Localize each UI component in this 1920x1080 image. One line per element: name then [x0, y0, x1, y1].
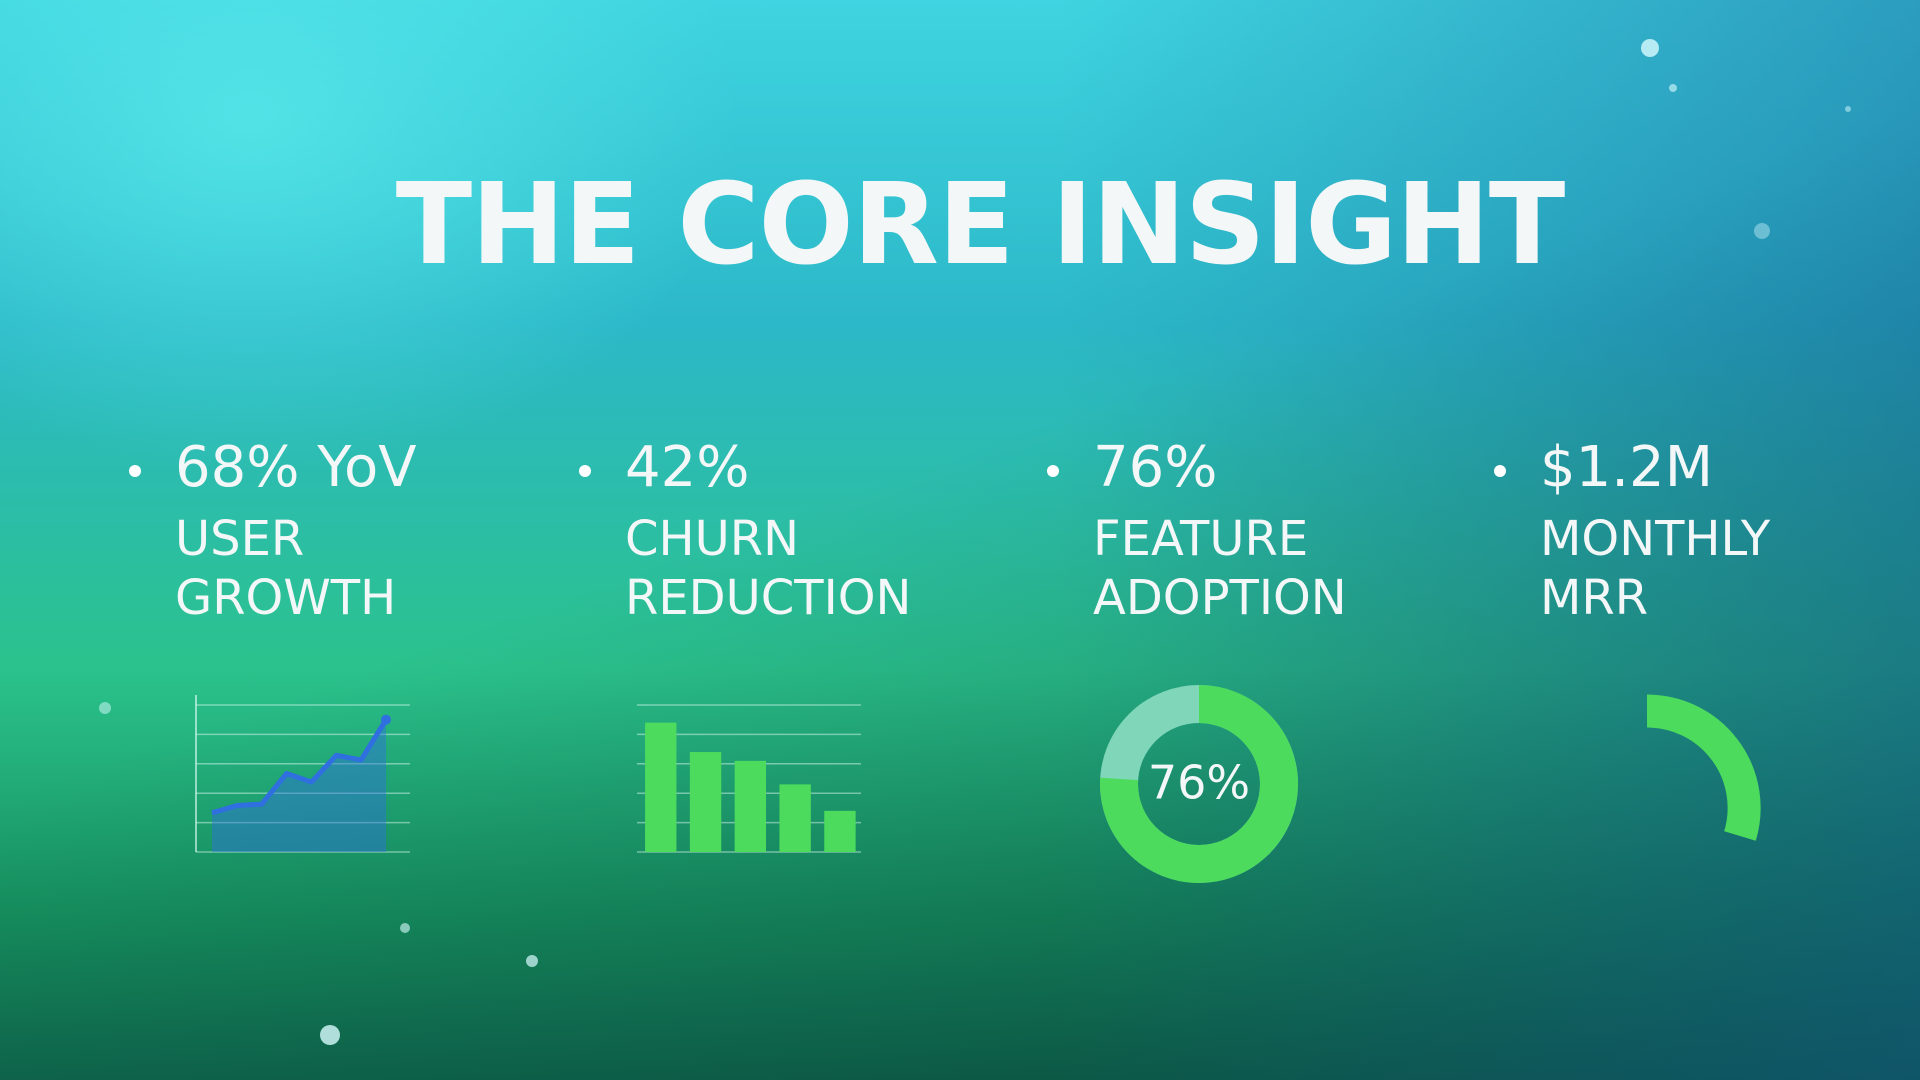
metric-headline: 68% YoV: [175, 435, 417, 500]
metric-label: REDUCTION: [625, 570, 911, 626]
metric-headline: 42%: [625, 435, 749, 500]
metric-label: FEATURE: [1093, 511, 1308, 567]
metric-label: ADOPTION: [1093, 570, 1347, 626]
bar: [779, 784, 811, 852]
bar: [734, 760, 767, 852]
metric-label: MONTHLY: [1540, 511, 1771, 567]
line: [211, 718, 389, 816]
metric-headline: $1.2M: [1540, 435, 1713, 500]
area: [212, 719, 386, 852]
sparkles: [99, 39, 1851, 1045]
donut-label: 76%: [1148, 756, 1250, 810]
bar: [645, 722, 677, 852]
metric-label: GROWTH: [175, 570, 396, 626]
slide-title: THE CORE INSIGHT: [396, 160, 1565, 290]
bar: [689, 752, 722, 852]
bar: [824, 810, 856, 852]
metric-label: USER: [175, 511, 304, 567]
bullet: [579, 465, 591, 477]
bullet: [129, 465, 141, 477]
donut-value: [1100, 685, 1298, 883]
end-point: [381, 714, 391, 725]
bullet: [1047, 465, 1059, 477]
gauge-arc: [1646, 694, 1761, 841]
metric-headline: 76%: [1093, 435, 1217, 500]
metric-label: CHURN: [625, 511, 799, 567]
bullet: [1494, 465, 1506, 477]
metric-label: MRR: [1540, 570, 1648, 626]
